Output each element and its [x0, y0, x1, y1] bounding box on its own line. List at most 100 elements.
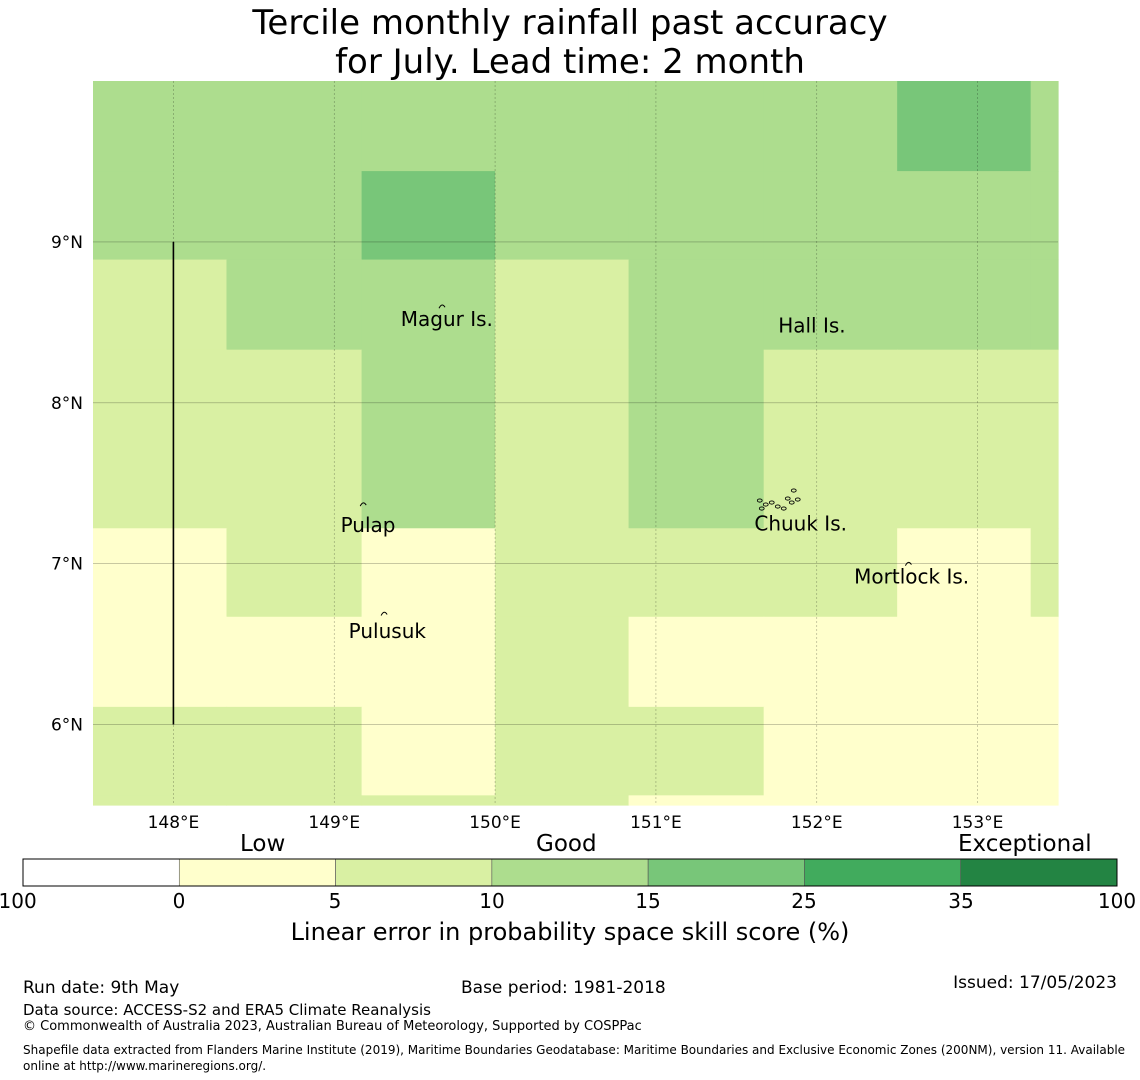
skill-cell: [361, 795, 496, 806]
skill-cell: [361, 706, 496, 796]
y-tick-label: 6°N: [51, 716, 83, 736]
skill-cell: [628, 349, 765, 529]
skill-cell: [897, 528, 1032, 618]
skill-cell: [495, 171, 630, 261]
skill-cell: [226, 616, 363, 708]
colorbar-word-good: Good: [536, 831, 597, 857]
place-label: Hall Is.: [778, 314, 845, 338]
skill-cell: [628, 259, 765, 351]
skill-cell: [897, 349, 1032, 529]
y-tick-label: 7°N: [51, 555, 83, 575]
skill-cell: [93, 171, 228, 261]
place-label: Pulap: [341, 513, 396, 537]
skill-cell: [628, 81, 765, 172]
skill-cell: [495, 706, 630, 796]
skill-cell: [93, 259, 228, 351]
colorbar-swatch: [491, 858, 649, 887]
place-label: Magur Is.: [401, 307, 493, 331]
colorbar-tick: 5: [328, 889, 342, 913]
skill-cell: [226, 259, 363, 351]
skill-cell: [93, 706, 228, 796]
island-outline: [762, 502, 769, 507]
skill-cell: [628, 616, 765, 708]
skill-cell: [1030, 616, 1059, 708]
skill-cell: [1030, 795, 1059, 806]
copyright: © Commonwealth of Australia 2023, Austra…: [23, 1019, 642, 1034]
island-outline: [904, 561, 912, 566]
skill-cell: [361, 349, 496, 529]
island-outline: [380, 611, 388, 616]
skill-cell: [93, 81, 228, 172]
colorbar-tick: 10: [479, 889, 505, 913]
x-tick-label: 153°E: [952, 813, 1004, 833]
colorbar-swatch: [22, 858, 180, 887]
skill-cell: [897, 259, 1032, 351]
skill-cell: [93, 528, 228, 618]
skill-cell: [226, 795, 363, 806]
skill-cell: [763, 795, 898, 806]
colorbar-swatch: [647, 858, 805, 887]
skill-cell: [226, 349, 363, 529]
skill-cell: [1030, 81, 1059, 172]
skill-cell: [93, 349, 228, 529]
y-tick-label: 8°N: [51, 394, 83, 414]
skill-cell: [226, 81, 363, 172]
colorbar-tick: 25: [791, 889, 817, 913]
skill-cell: [897, 616, 1032, 708]
x-tick-label: 149°E: [308, 813, 360, 833]
colorbar-word-low: Low: [240, 831, 286, 857]
island-outline: [794, 497, 801, 502]
place-label: Pulusuk: [349, 619, 427, 643]
skill-cell: [361, 259, 496, 351]
skill-cell: [226, 528, 363, 618]
x-tick-label: 150°E: [469, 813, 521, 833]
place-label: Chuuk Is.: [754, 511, 847, 535]
title-line-2: for July. Lead time: 2 month: [335, 42, 805, 82]
skill-cell: [1030, 349, 1059, 529]
skill-cell: [897, 171, 1032, 261]
title-line-1: Tercile monthly rainfall past accuracy: [252, 3, 888, 43]
x-tick-label: 148°E: [148, 813, 200, 833]
skill-cell: [495, 616, 630, 708]
colorbar-swatch: [804, 858, 962, 887]
skill-cell: [226, 171, 363, 261]
skill-cell: [628, 171, 765, 261]
island-outline: [438, 304, 446, 309]
colorbar-swatch: [335, 858, 493, 887]
island-outline: [788, 500, 795, 505]
skill-cell: [1030, 706, 1059, 796]
colorbar-swatch: [178, 858, 336, 887]
colorbar-tick: 35: [948, 889, 974, 913]
skill-cell: [897, 795, 1032, 806]
skill-cell: [763, 349, 898, 529]
skill-cell: [93, 795, 228, 806]
skill-cell: [628, 706, 765, 796]
island-outline: [758, 506, 765, 511]
run-date: Run date: 9th May: [23, 978, 180, 998]
skill-cell: [763, 616, 898, 708]
island-outline: [774, 504, 781, 509]
skill-cell: [495, 259, 630, 351]
y-tick-label: 9°N: [51, 233, 83, 253]
x-tick-label: 151°E: [630, 813, 682, 833]
place-label: Mortlock Is.: [854, 565, 969, 589]
issued-date: Issued: 17/05/2023: [953, 973, 1117, 993]
skill-cell: [1030, 171, 1059, 261]
colorbar-frame: [22, 858, 1118, 887]
skill-cell: [495, 528, 630, 618]
shapefile-credit-line-2: online at http://www.marineregions.org/.: [23, 1059, 267, 1073]
island-outline: [756, 498, 763, 503]
skill-cell: [763, 706, 898, 796]
skill-cell: [495, 349, 630, 529]
skill-cell: [1030, 528, 1059, 618]
chart-title: Tercile monthly rainfall past accuracy f…: [0, 4, 1140, 82]
colorbar-word-exceptional: Exceptional: [958, 831, 1092, 857]
skill-cell: [226, 706, 363, 796]
colorbar-tick: 0: [172, 889, 186, 913]
base-period: Base period: 1981-2018: [461, 978, 666, 998]
skill-cell: [763, 528, 898, 618]
island-outline: [768, 500, 775, 505]
skill-cell: [897, 81, 1032, 172]
skill-cell: [495, 795, 630, 806]
island-outline: [790, 488, 797, 493]
